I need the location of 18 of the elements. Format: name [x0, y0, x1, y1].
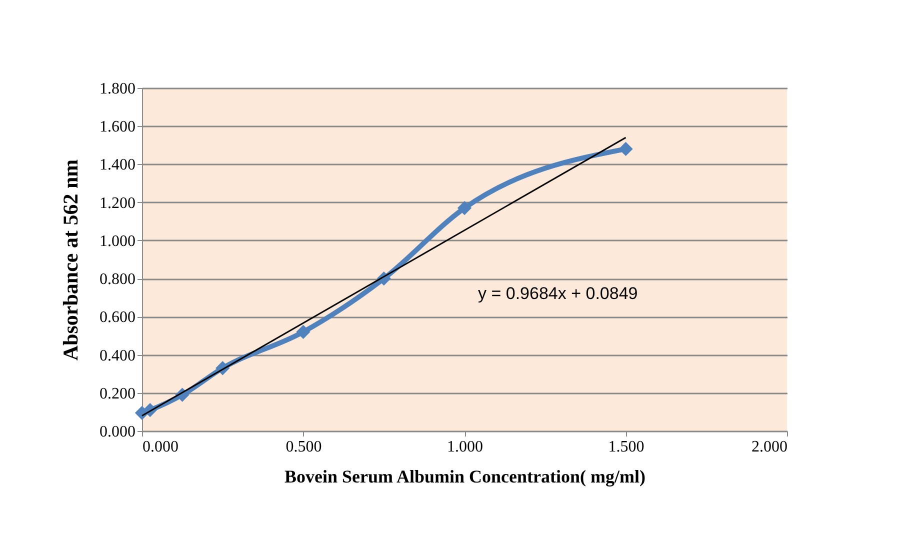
y-tick-label: 1.800 [100, 80, 136, 98]
y-tick-label: 1.200 [100, 194, 136, 212]
annotation: y = 0.9684x + 0.0849 [478, 284, 638, 303]
y-tick-label: 1.600 [100, 118, 136, 136]
x-tick-label: 1.500 [608, 438, 644, 456]
y-axis-title: Absorbance at 562 nm [58, 158, 82, 361]
y-tick-label: 1.000 [100, 232, 136, 250]
y-tick-label: 0.200 [100, 385, 136, 402]
x-tick-label: 0.000 [142, 438, 178, 456]
y-tick-label: 0.600 [100, 309, 136, 326]
x-tick-label: 2.000 [752, 438, 788, 456]
x-tick-label: 1.000 [447, 438, 483, 456]
y-tick-label: 0.800 [100, 271, 136, 288]
x-axis-title: Bovein Serum Albumin Concentration( mg/ml) [284, 466, 646, 486]
y-tick-label: 0.000 [100, 424, 136, 440]
x-tick-label: 0.500 [286, 438, 322, 456]
y-tick-label: 0.400 [100, 347, 136, 364]
y-tick-label: 1.400 [100, 156, 136, 174]
